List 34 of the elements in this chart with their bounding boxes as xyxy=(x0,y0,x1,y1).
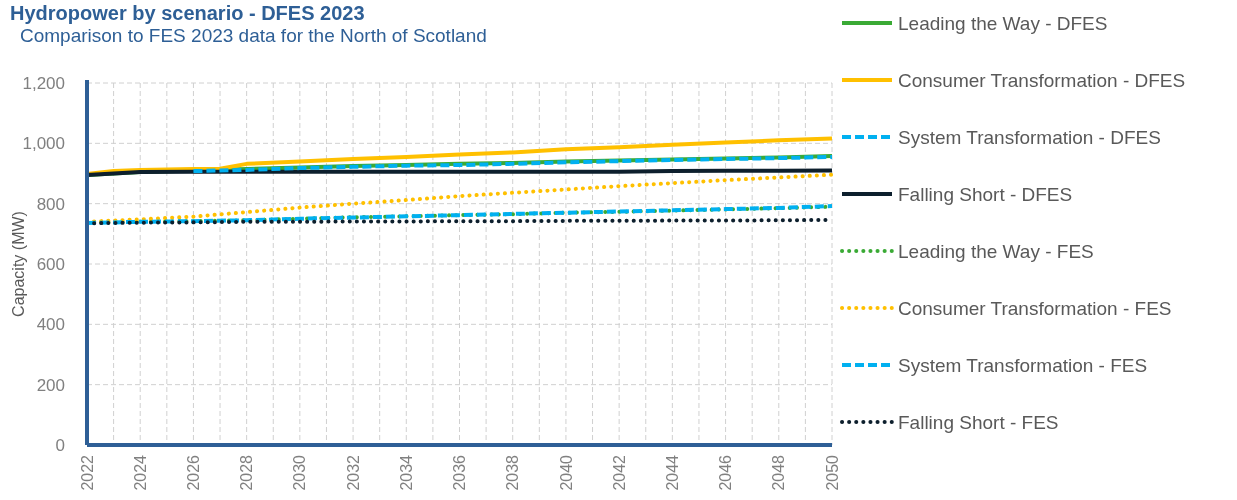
x-tick-label: 2028 xyxy=(238,454,256,491)
legend-label: Falling Short - DFES xyxy=(898,183,1073,205)
y-axis-title: Capacity (MW) xyxy=(10,211,27,317)
x-tick-label: 2022 xyxy=(78,454,96,491)
x-tick-label: 2038 xyxy=(504,454,522,491)
x-tick-label: 2030 xyxy=(291,454,309,491)
legend-label: System Transformation - FES xyxy=(898,354,1148,376)
x-tick-label: 2044 xyxy=(663,454,681,491)
y-tick-label: 400 xyxy=(36,315,65,335)
legend-label: Leading the Way - DFES xyxy=(898,12,1108,34)
chart-title: Hydropower by scenario - DFES 2023 xyxy=(10,2,365,24)
line-series xyxy=(191,154,834,174)
legend-label: Leading the Way - FES xyxy=(898,240,1094,262)
y-tick-label: 600 xyxy=(36,254,65,274)
y-tick-label: 800 xyxy=(36,194,65,214)
x-tick-label: 2050 xyxy=(823,454,841,491)
x-tick-label: 2032 xyxy=(344,454,362,491)
legend-label: Consumer Transformation - DFES xyxy=(898,69,1186,91)
x-tick-label: 2024 xyxy=(131,454,149,491)
x-tick-label: 2042 xyxy=(610,454,628,491)
x-tick-label: 2040 xyxy=(557,454,575,491)
x-tick-label: 2026 xyxy=(185,454,203,491)
x-tick-label: 2034 xyxy=(397,454,415,491)
y-tick-label: 1,200 xyxy=(22,73,65,93)
legend-label: Falling Short - FES xyxy=(898,411,1059,433)
y-tick-label: 200 xyxy=(36,375,65,395)
x-tick-label: 2036 xyxy=(451,454,469,491)
x-tick-label: 2048 xyxy=(770,454,788,491)
legend-label: Consumer Transformation - FES xyxy=(898,297,1172,319)
legend-label: System Transformation - DFES xyxy=(898,126,1161,148)
y-tick-label: 1,000 xyxy=(22,134,65,154)
x-tick-label: 2046 xyxy=(717,454,735,491)
chart-subtitle: Comparison to FES 2023 data for the North of Scotland xyxy=(20,25,487,46)
y-tick-label: 0 xyxy=(55,435,65,455)
